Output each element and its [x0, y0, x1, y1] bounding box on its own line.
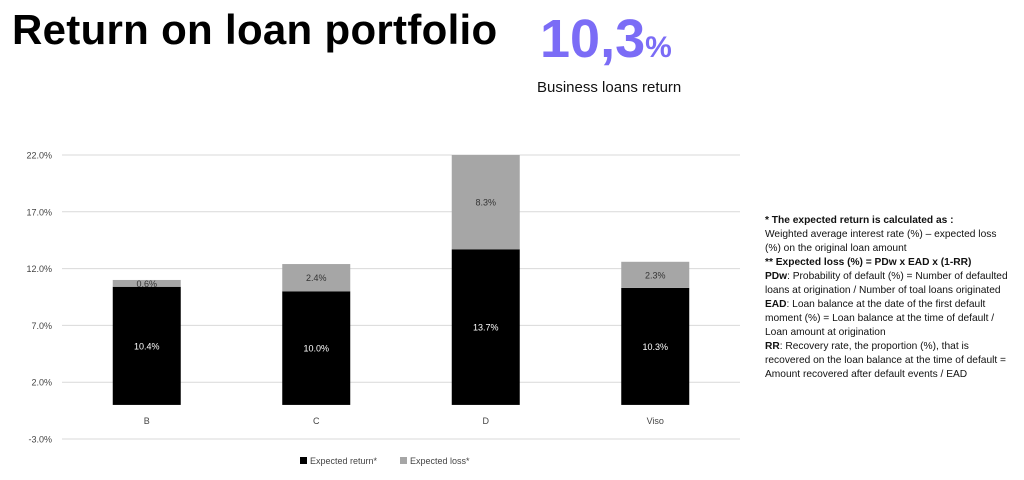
y-tick-label: -3.0%	[28, 435, 52, 445]
bar-expected-loss	[112, 279, 181, 287]
bar-expected-return	[451, 249, 520, 405]
note-rr: RR: Recovery rate, the proportion (%), t…	[765, 341, 1006, 380]
data-label-expected-return: 10.4%	[134, 341, 160, 351]
note-expected-return-head: * The expected return is calculated as :	[765, 215, 954, 226]
legend-swatch-expected-loss	[400, 457, 407, 464]
stacked-bar-chart: 22.0% 17.0% 12.0% 7.0% 2.0% -3.0% 10.4% 0.6% B 10…	[26, 151, 740, 466]
note-expected-loss-head: ** Expected loss (%) = PDw x EAD x (1-RR…	[765, 257, 972, 268]
data-label-expected-loss: 0.6%	[136, 279, 157, 289]
x-tick-label: C	[313, 416, 320, 426]
data-label-expected-return: 10.0%	[303, 344, 329, 354]
data-label-expected-return: 13.7%	[473, 323, 499, 333]
kpi-unit: %	[645, 31, 672, 64]
note-ead: EAD: Loan balance at the date of the fir…	[765, 299, 995, 338]
x-tick-label: Viso	[647, 416, 664, 426]
bar-expected-return	[621, 287, 690, 405]
kpi-number: 10,3	[540, 9, 646, 69]
legend-label-expected-return: Expected return*	[310, 456, 378, 466]
data-label-expected-loss: 8.3%	[475, 198, 496, 208]
y-tick-label: 2.0%	[31, 378, 52, 388]
page-title: Return on loan portfolio	[12, 6, 498, 53]
legend-label-expected-loss: Expected loss*	[410, 456, 470, 466]
data-label-expected-loss: 2.3%	[645, 270, 666, 280]
bar-expected-loss	[621, 261, 690, 288]
y-tick-label: 12.0%	[26, 264, 52, 274]
x-tick-label: B	[144, 416, 150, 426]
y-tick-label: 17.0%	[26, 207, 52, 217]
bar-expected-return	[282, 291, 351, 405]
y-tick-label: 22.0%	[26, 151, 52, 161]
kpi-value: 10,3%	[540, 8, 672, 70]
note-pdw: PDw: Probability of default (%) = Number…	[765, 271, 1008, 296]
legend-swatch-expected-return	[300, 457, 307, 464]
bar-expected-return	[112, 286, 181, 405]
kpi-label: Business loans return	[537, 79, 682, 96]
bar-expected-loss	[451, 155, 520, 250]
footnotes: * The expected return is calculated as :…	[765, 214, 1015, 382]
bar-expected-loss	[282, 264, 351, 292]
note-expected-return-body: Weighted average interest rate (%) – exp…	[765, 229, 997, 254]
data-label-expected-return: 10.3%	[642, 342, 668, 352]
data-label-expected-loss: 2.4%	[306, 273, 327, 283]
y-tick-label: 7.0%	[31, 321, 52, 331]
x-tick-label: D	[483, 416, 490, 426]
